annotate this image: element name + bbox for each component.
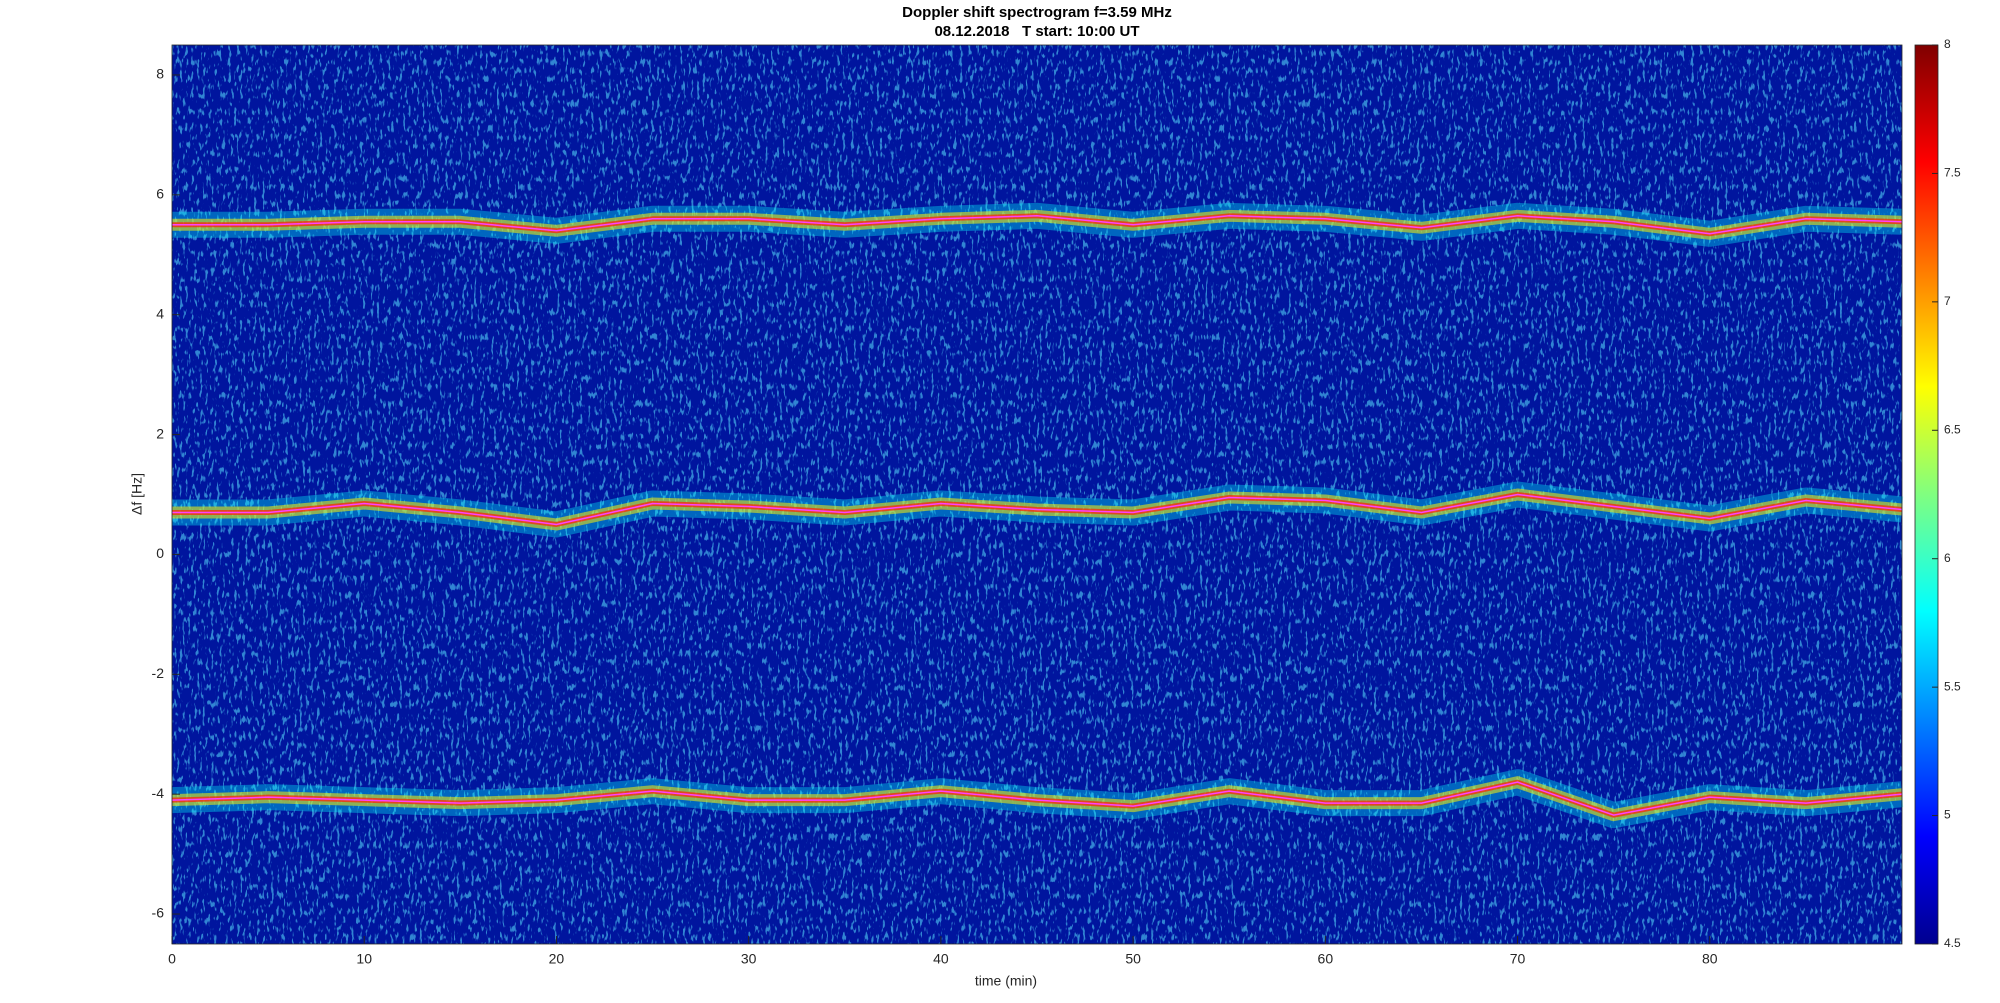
ridge-line: [172, 493, 1903, 526]
colorbar-tick-label: 4.5: [1944, 936, 1961, 950]
plot-frame: [171, 44, 1903, 945]
colorbar: [1914, 44, 1939, 945]
y-tick-label: 0: [156, 545, 164, 561]
x-tick-label: 70: [1510, 951, 1526, 967]
colorbar-tick-label: 6.5: [1944, 422, 1961, 436]
colorbar-tick-label: 6: [1944, 551, 1951, 565]
colorbar-tick-label: 7.5: [1944, 166, 1961, 180]
x-tick-label: 20: [549, 951, 565, 967]
colorbar-tick-label: 5: [1944, 808, 1951, 822]
x-tick-label: 40: [933, 951, 949, 967]
x-tick-label: 80: [1702, 951, 1718, 967]
y-tick-label: -4: [152, 785, 165, 801]
chart-subtitle: 08.12.2018 T start: 10:00 UT: [934, 23, 1139, 40]
y-axis-label: Δf [Hz]: [129, 473, 145, 515]
x-axis-label: time (min): [975, 973, 1037, 989]
ridge-line: [172, 215, 1903, 235]
chart-title: Doppler shift spectrogram f=3.59 MHz: [902, 4, 1172, 21]
ridge-line: [171, 781, 1903, 816]
x-tick-label: 10: [356, 951, 372, 967]
y-tick-label: 2: [156, 425, 164, 441]
y-tick-label: 6: [156, 186, 164, 202]
y-tick-label: 8: [156, 66, 164, 82]
x-tick-label: 50: [1125, 951, 1141, 967]
x-tick-label: 60: [1318, 951, 1334, 967]
x-tick-label: 0: [168, 951, 176, 967]
y-tick-label: -6: [152, 905, 165, 921]
y-tick-label: -2: [152, 665, 165, 681]
colorbar-tick-label: 8: [1944, 37, 1951, 51]
colorbar-tick-label: 5.5: [1944, 679, 1961, 693]
x-tick-label: 30: [741, 951, 757, 967]
colorbar-tick-label: 7: [1944, 294, 1951, 308]
y-tick-label: 4: [156, 305, 164, 321]
